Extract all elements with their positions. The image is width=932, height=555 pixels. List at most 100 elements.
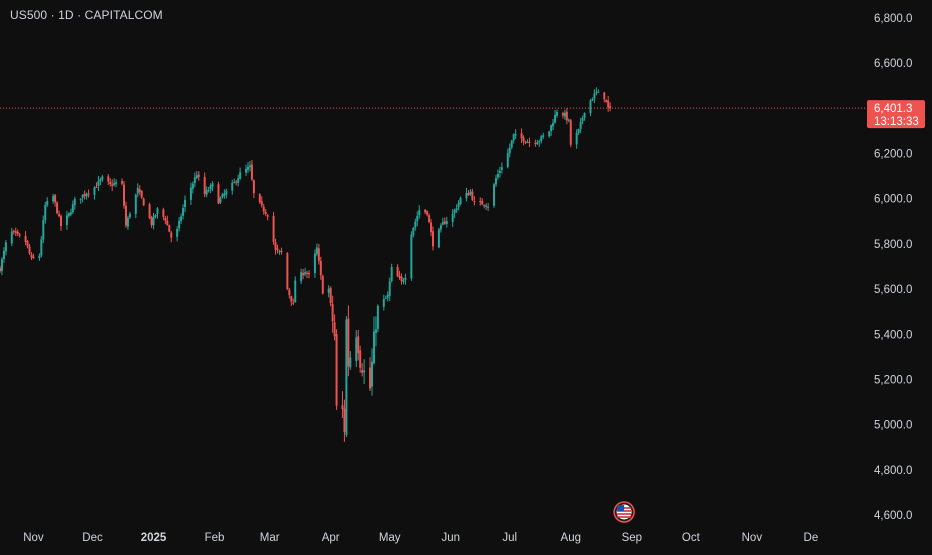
candle [164, 215, 167, 225]
candle-body [18, 234, 21, 236]
candle-body [563, 112, 566, 117]
candle-body [38, 255, 41, 259]
candle-body [85, 194, 88, 197]
candle-body [361, 370, 364, 373]
candle [359, 345, 362, 373]
candle [81, 194, 84, 203]
candle [473, 196, 476, 206]
candle-body [79, 198, 82, 200]
candle-body [552, 122, 555, 127]
candle [300, 268, 303, 284]
candle [500, 162, 503, 174]
candle [506, 148, 509, 169]
candle [0, 265, 1, 273]
candle [101, 174, 104, 183]
candle [126, 215, 129, 230]
candle [2, 247, 5, 263]
candle-body [69, 212, 72, 215]
candle-body [10, 231, 13, 244]
candle-body [597, 91, 600, 93]
candle [280, 247, 283, 255]
candle [522, 135, 525, 146]
candle-body [207, 190, 210, 192]
candle [52, 193, 55, 204]
candle-body [189, 187, 192, 200]
candle [451, 209, 454, 228]
candle-body [554, 114, 557, 123]
candle [418, 205, 421, 219]
candle-body [176, 228, 179, 237]
candle-body [335, 334, 338, 406]
candle [593, 89, 596, 103]
candle-body [280, 250, 283, 253]
candle-body [424, 209, 427, 213]
candle [182, 204, 185, 220]
candle-body [510, 140, 513, 148]
candle-body [540, 136, 543, 141]
us-flag-icon[interactable] [613, 501, 635, 523]
candle [384, 295, 387, 299]
candle [142, 197, 145, 207]
candle [565, 108, 568, 125]
candle [607, 96, 610, 112]
candle [520, 128, 523, 144]
candle-body [73, 199, 76, 205]
candle [388, 277, 391, 301]
candle [443, 217, 446, 225]
candle-body [370, 361, 373, 387]
candle [235, 179, 238, 186]
symbol-title[interactable]: US500 · 1D · CAPITALCOM [10, 8, 163, 22]
candle [140, 190, 143, 199]
candle-body [150, 217, 153, 226]
candle-body [506, 153, 509, 167]
candle-body [166, 220, 169, 225]
candle [294, 276, 297, 303]
candle-body [496, 174, 499, 178]
candle-body [414, 221, 417, 228]
candle [211, 181, 214, 192]
candle-body [26, 241, 29, 247]
candle-body [469, 191, 472, 195]
price-tick-label: 6,000.0 [874, 194, 912, 206]
candle [335, 329, 338, 410]
candle-body [32, 256, 35, 258]
candle [233, 178, 236, 184]
candle [552, 118, 555, 130]
candle-body [93, 187, 96, 195]
candle [12, 229, 15, 235]
candle-body [579, 121, 582, 129]
candle [512, 133, 515, 144]
last-price-label-background [867, 100, 925, 129]
candle [386, 291, 389, 302]
candle [313, 249, 316, 278]
candle [410, 231, 413, 281]
candle [162, 207, 165, 221]
candle-body [30, 254, 33, 258]
candle-body [347, 318, 350, 367]
candle-body [390, 267, 393, 281]
candle [231, 179, 234, 195]
candle-body [99, 179, 102, 182]
candle-body [561, 113, 564, 116]
candle-body [286, 253, 289, 290]
time-tick-label: Feb [205, 532, 225, 544]
candle-body [483, 205, 486, 207]
candle [97, 175, 100, 192]
candle [87, 189, 90, 198]
price-tick-label: 4,600.0 [874, 510, 912, 522]
candle-body [514, 134, 517, 136]
candle [276, 244, 279, 254]
candle [508, 143, 511, 158]
candle-body [134, 194, 137, 214]
price-axis[interactable]: 4,600.0 4,800.0 5,000.0 5,200.0 5,400.0 5,600… [874, 13, 912, 522]
candle [347, 305, 350, 377]
candle-body [398, 275, 401, 278]
candle [575, 129, 578, 149]
candle [540, 134, 543, 144]
candle-body [591, 98, 594, 101]
candle [250, 159, 253, 182]
time-axis[interactable]: Nov Dec 2025 Feb Mar Apr May Jun Jul Aug Sep Oct Nov… [23, 532, 818, 544]
candle [24, 231, 27, 246]
